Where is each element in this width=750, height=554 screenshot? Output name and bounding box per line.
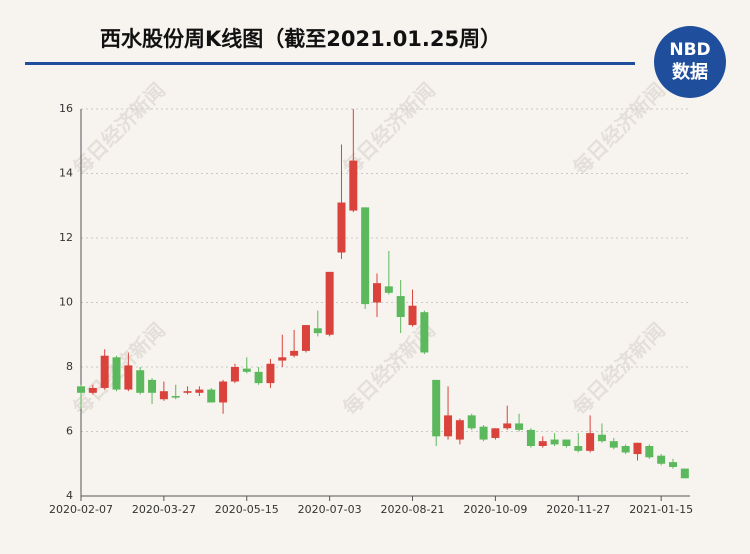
chart-title: 西水股份周K线图（截至2021.01.25周）	[100, 27, 501, 51]
candle-body	[396, 296, 405, 318]
candle-body	[597, 434, 606, 442]
x-tick-label: 2020-02-07	[49, 503, 113, 516]
candle-body	[195, 389, 204, 393]
candle-body	[680, 468, 689, 479]
x-tick-label: 2021-01-15	[629, 503, 693, 516]
candle-body	[77, 386, 85, 393]
candle-body	[432, 379, 441, 437]
candle-body	[669, 462, 677, 467]
candle-body	[112, 357, 121, 390]
candle-body	[550, 439, 559, 445]
candle-body	[361, 207, 370, 305]
candle-body	[491, 428, 500, 438]
logo-bottom: 数据	[672, 61, 708, 83]
candle-body	[526, 429, 535, 447]
candle-body	[420, 312, 429, 353]
candle-body	[266, 363, 275, 384]
candle-body	[609, 441, 618, 448]
candle-body	[313, 328, 322, 334]
candle-body	[633, 442, 642, 455]
candle-body	[408, 305, 417, 326]
candle-body	[479, 426, 488, 440]
candle-body	[183, 391, 192, 393]
candle-body	[171, 396, 180, 398]
candle-body	[337, 202, 346, 253]
candle-body	[325, 271, 334, 335]
candle-body	[349, 160, 358, 211]
candle-body	[574, 446, 583, 451]
x-tick-label: 2020-08-21	[381, 503, 445, 516]
candle-body	[444, 415, 453, 437]
candle-body	[562, 439, 571, 447]
candle-body	[242, 368, 251, 372]
candle-body	[290, 350, 299, 356]
candle-body	[586, 433, 595, 451]
candle-body	[467, 415, 476, 429]
candle-body	[207, 389, 216, 403]
candle-body	[301, 325, 310, 351]
candle-body	[88, 387, 97, 393]
candle-body	[657, 455, 666, 464]
candle-body	[455, 420, 464, 440]
candle-body	[159, 391, 168, 400]
candle-body	[384, 286, 393, 293]
candle-body	[538, 441, 547, 447]
y-tick-label: 4	[66, 489, 73, 502]
y-tick-label: 10	[59, 296, 73, 309]
candle-body	[645, 446, 654, 458]
candle-body	[278, 357, 287, 361]
plot: 4 6 8 10 12 14 16 2020-02-07 2020-03-27 2020-05-1…	[49, 102, 693, 516]
candle-body	[373, 283, 381, 303]
x-tick-label: 2020-03-27	[132, 503, 196, 516]
candle-body	[503, 423, 512, 429]
y-tick-label: 6	[66, 425, 73, 438]
x-tick-label: 2020-10-09	[463, 503, 527, 516]
candle-body	[515, 423, 524, 430]
candle-body	[136, 370, 145, 393]
x-tick-label: 2020-07-03	[298, 503, 362, 516]
candle-body	[100, 355, 109, 388]
y-tick-label: 16	[59, 102, 73, 115]
candle-body	[148, 379, 157, 393]
y-tick-label: 14	[59, 167, 73, 180]
candle-body	[621, 446, 630, 453]
candle-body	[254, 371, 263, 384]
y-tick-label: 8	[66, 360, 73, 373]
x-tick-label: 2020-05-15	[215, 503, 279, 516]
logo	[654, 26, 726, 98]
candle-body	[230, 367, 239, 382]
y-tick-label: 12	[59, 231, 73, 244]
candle-body	[219, 381, 228, 403]
x-tick-label: 2020-11-27	[546, 503, 610, 516]
logo-top: NBD	[669, 40, 710, 60]
candle-body	[124, 365, 133, 390]
title-underline	[25, 62, 635, 65]
